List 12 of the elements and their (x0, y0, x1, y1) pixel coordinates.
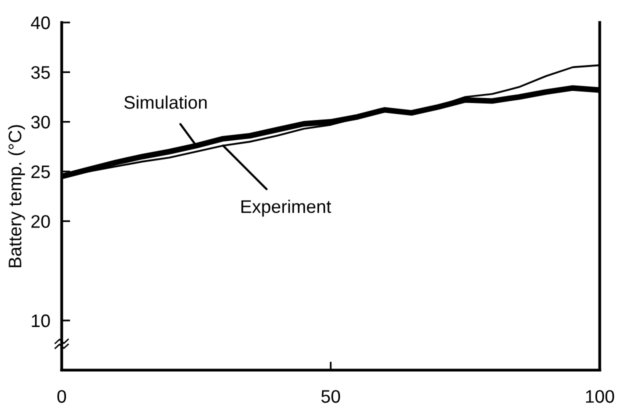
y-tick-label: 25 (31, 165, 50, 178)
y-tick-label: 20 (31, 215, 50, 228)
x-tick-label: 0 (57, 390, 66, 403)
y-tick-label: 40 (30, 16, 50, 30)
y-tick-label: 10 (32, 314, 50, 328)
x-tick-label: 100 (586, 390, 614, 403)
y-tick-label: 30 (31, 116, 50, 129)
text: Experiment (241, 200, 332, 217)
x-tick-label: 50 (321, 390, 340, 403)
y-tick-label: 35 (31, 66, 50, 79)
y-axis-title: Battery temp. (°C) (8, 125, 25, 268)
series-label: Simulation (124, 96, 207, 109)
